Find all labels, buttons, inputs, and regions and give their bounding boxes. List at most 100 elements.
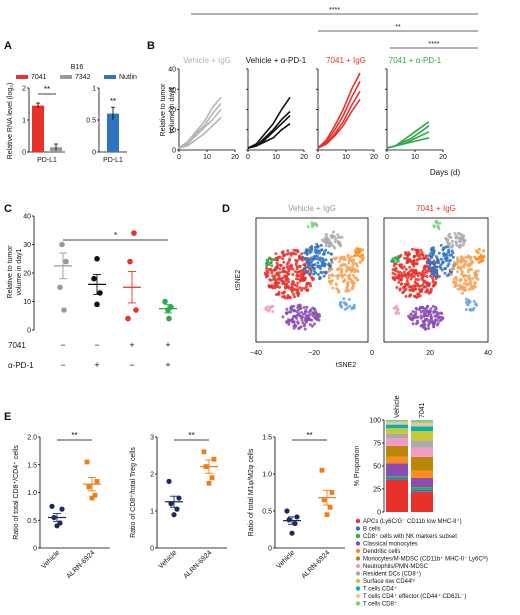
tsne-point xyxy=(334,257,338,261)
tsne-point xyxy=(441,317,445,320)
tsne-point xyxy=(441,260,445,264)
y-tick-label: 0.5 xyxy=(86,118,96,125)
tsne-point xyxy=(429,307,433,311)
data-point xyxy=(329,490,335,495)
legend-swatch xyxy=(355,548,361,554)
legend-swatch xyxy=(355,578,361,584)
tsne-point xyxy=(331,274,335,278)
y-axis-label: % Proportion xyxy=(354,446,361,487)
tsne-point xyxy=(271,278,275,281)
tsne-point xyxy=(293,315,297,318)
tsne-point xyxy=(459,233,463,237)
stack-segment xyxy=(411,477,433,488)
tsne-point xyxy=(305,282,309,286)
group-title: Vehicle + IgG xyxy=(183,56,231,65)
x-tick-label: 0 xyxy=(385,154,389,161)
y-tick-label: 75 xyxy=(373,441,381,448)
tsne-title: Vehicle + IgG xyxy=(288,204,336,213)
legend-swatch xyxy=(104,75,116,79)
y-axis-label: Ratio of total M1φ/M2φ cells xyxy=(248,448,255,536)
tsne-point xyxy=(392,259,396,263)
tsne-point xyxy=(270,304,274,308)
legend-label: Dendritic cells xyxy=(363,549,400,555)
tsne-point xyxy=(408,269,412,273)
significance-label: **** xyxy=(329,7,340,14)
tsne-point xyxy=(308,323,312,327)
tsne-point xyxy=(303,287,307,290)
tsne-point xyxy=(399,278,403,282)
data-point xyxy=(324,512,330,518)
tsne-point xyxy=(424,314,428,318)
data-point xyxy=(94,301,100,308)
y-tick-label: 50 xyxy=(373,464,381,471)
tsne-point xyxy=(471,276,474,280)
x-tick-label: 0 xyxy=(177,154,181,161)
tsne-point xyxy=(292,304,296,308)
tsne-point xyxy=(282,266,286,270)
treatment-sign: − xyxy=(129,360,134,370)
tsne-point xyxy=(361,256,365,260)
tsne-point xyxy=(419,289,423,292)
tsne-point xyxy=(273,258,277,262)
data-point xyxy=(209,475,215,481)
tsne-point xyxy=(415,271,419,275)
tsne-point xyxy=(408,265,412,269)
tsne-point xyxy=(309,248,313,252)
tsne-point xyxy=(348,258,351,262)
tsne-point xyxy=(293,270,297,273)
tsne-point xyxy=(286,277,290,281)
treatment-sign: + xyxy=(129,340,134,350)
tsne-point xyxy=(301,272,305,276)
x-tick-label: ALRN-6924 xyxy=(66,549,97,580)
tsne-point xyxy=(333,240,337,244)
tsne-point xyxy=(455,262,459,266)
legend-swatch xyxy=(60,75,72,79)
tsne-point xyxy=(481,259,485,262)
tsne-point xyxy=(347,275,351,279)
tsne-point xyxy=(407,274,411,278)
tsne-point xyxy=(477,260,481,264)
tsne-point xyxy=(323,237,327,241)
tsne-point xyxy=(295,273,299,277)
tsne-point xyxy=(267,308,271,312)
tsne-point xyxy=(355,247,359,251)
tsne-point xyxy=(316,261,320,265)
tsne-point xyxy=(417,255,421,258)
tsne-point xyxy=(295,313,299,317)
tsne-point xyxy=(305,271,309,274)
tsne-point xyxy=(297,255,301,259)
tsne-point xyxy=(326,251,330,255)
legend-label: T cells CD4⁺ effector (CD44⁺ CD62L⁻) xyxy=(363,593,466,600)
tsne-point xyxy=(273,286,277,290)
y-tick-label: 25 xyxy=(373,487,381,494)
y-tick-label: 0.5 xyxy=(27,518,37,525)
tsne-point xyxy=(325,240,329,244)
sig-label: ** xyxy=(71,431,77,440)
tsne-point xyxy=(300,311,303,314)
data-point xyxy=(166,315,172,322)
series-line xyxy=(178,96,222,149)
tsne-point xyxy=(274,252,278,256)
tsne-point xyxy=(310,276,314,280)
y-tick-label: 0.5 xyxy=(262,509,272,516)
x-tick-label: Vehicle xyxy=(394,395,401,418)
tsne-point xyxy=(468,300,472,304)
data-point xyxy=(86,484,92,490)
tsne-point xyxy=(339,271,343,275)
tsne-point xyxy=(304,310,307,314)
tsne-point xyxy=(392,277,396,281)
tsne-point xyxy=(435,260,439,264)
tsne-point xyxy=(286,295,290,299)
tsne-point xyxy=(308,282,312,286)
tsne-point xyxy=(400,282,404,286)
tsne-point xyxy=(311,257,315,261)
tsne-point xyxy=(304,313,308,317)
x-tick-label: −40 xyxy=(250,350,262,357)
x-tick-label: Vehicle xyxy=(40,549,61,570)
tsne-point xyxy=(459,278,463,282)
tsne-point xyxy=(360,253,364,257)
tsne-point xyxy=(343,263,347,267)
tsne-point xyxy=(391,268,395,272)
tsne-point xyxy=(274,283,278,287)
tsne-point xyxy=(303,276,307,280)
